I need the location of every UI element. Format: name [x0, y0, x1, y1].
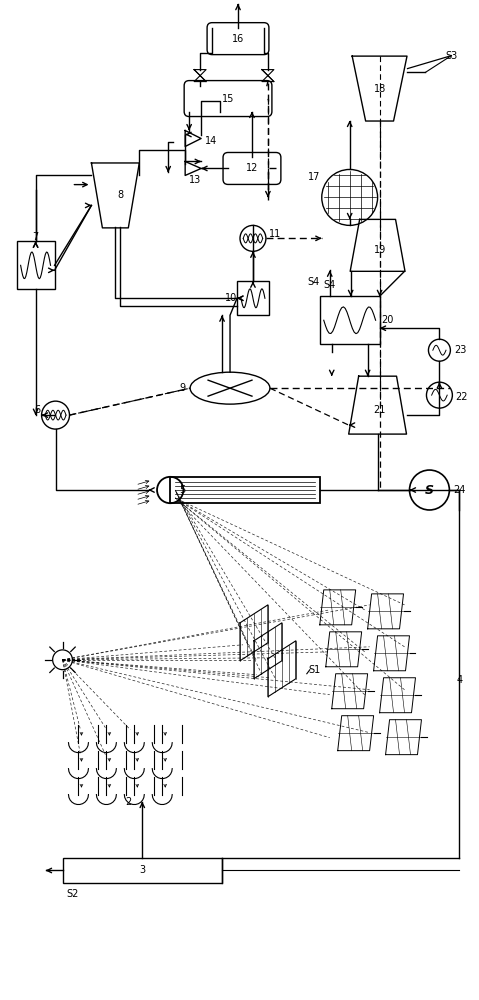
Bar [17, 241, 55, 289]
Text: 17: 17 [308, 172, 320, 182]
Text: 7: 7 [33, 232, 39, 242]
Text: S4: S4 [324, 280, 336, 290]
Text: 20: 20 [381, 315, 394, 325]
Text: 16: 16 [232, 34, 244, 44]
Text: 22: 22 [456, 392, 468, 402]
Text: 21: 21 [374, 405, 386, 415]
Text: 5: 5 [179, 485, 185, 495]
Text: 8: 8 [117, 190, 124, 200]
Text: S2: S2 [66, 889, 79, 899]
Text: 14: 14 [205, 135, 217, 145]
Text: 24: 24 [454, 485, 466, 495]
Text: 2: 2 [125, 797, 131, 807]
Text: 15: 15 [222, 94, 234, 104]
Text: S1: S1 [308, 665, 321, 675]
Text: S3: S3 [445, 51, 457, 61]
Text: 6: 6 [34, 405, 41, 415]
Text: S: S [425, 484, 434, 497]
Text: 3: 3 [139, 865, 145, 875]
Text: 12: 12 [246, 163, 258, 173]
Text: 23: 23 [455, 345, 467, 355]
Bar [170, 477, 320, 503]
Text: S4: S4 [308, 277, 320, 287]
Bar [63, 858, 222, 883]
Text: 18: 18 [374, 84, 386, 94]
Text: 11: 11 [269, 229, 281, 239]
Bar [320, 296, 379, 344]
Bar [237, 281, 269, 315]
Text: 13: 13 [189, 175, 201, 185]
Text: 9: 9 [179, 383, 185, 393]
Text: 4: 4 [456, 675, 462, 685]
Text: 10: 10 [225, 293, 237, 303]
Text: 19: 19 [374, 245, 386, 255]
